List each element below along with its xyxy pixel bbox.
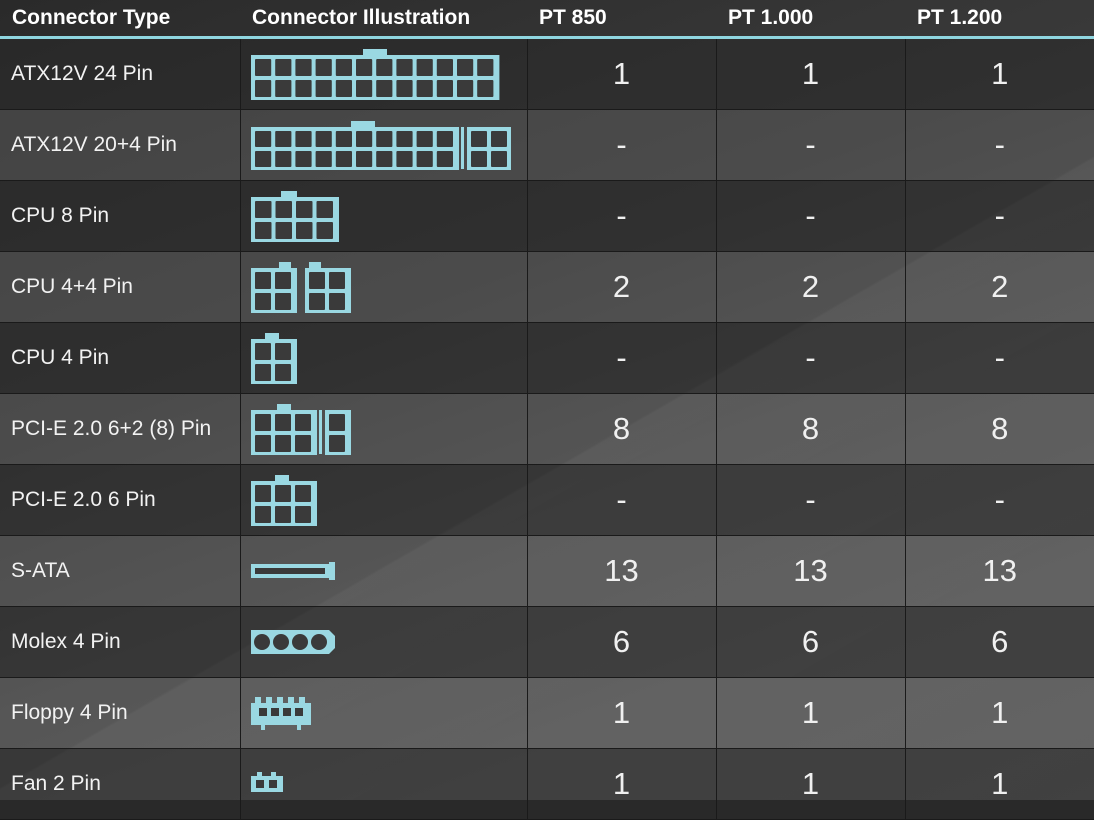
connector-illustration-cell <box>240 677 528 749</box>
cpu4-4-connector-icon <box>250 262 351 313</box>
table-row: CPU 8 Pin - - - <box>0 180 1094 252</box>
molex-connector-icon <box>250 630 335 654</box>
value-pt1000: 8 <box>716 393 906 465</box>
connector-illustration-cell <box>240 606 528 678</box>
header-pt850: PT 850 <box>527 0 716 39</box>
value-pt1200: - <box>905 180 1094 252</box>
value-pt1000: - <box>716 464 906 536</box>
connector-illustration-cell <box>240 464 528 536</box>
header-pt1200: PT 1.200 <box>905 0 1094 39</box>
value-pt1200: 6 <box>905 606 1094 678</box>
value-pt850: - <box>527 464 717 536</box>
table-row: CPU 4+4 Pin 2 2 2 <box>0 251 1094 323</box>
connector-illustration-cell <box>240 251 528 323</box>
connector-illustration-cell <box>240 180 528 252</box>
connector-type-cell: PCI-E 2.0 6 Pin <box>0 464 241 536</box>
floppy-connector-icon <box>250 697 311 730</box>
header-connector-type: Connector Type <box>0 0 240 39</box>
connector-illustration-cell <box>240 322 528 394</box>
value-pt1000: 1 <box>716 677 906 749</box>
pcie6-connector-icon <box>250 475 317 526</box>
connector-type-cell: ATX12V 24 Pin <box>0 37 241 110</box>
table-row: Fan 2 Pin 1 1 1 <box>0 748 1094 820</box>
connector-type-cell: ATX12V 20+4 Pin <box>0 109 241 181</box>
table-row: S-ATA 13 13 13 <box>0 535 1094 607</box>
value-pt850: 1 <box>527 37 717 110</box>
value-pt1200: - <box>905 464 1094 536</box>
value-pt1000: - <box>716 180 906 252</box>
header-pt1000: PT 1.000 <box>716 0 905 39</box>
value-pt850: 6 <box>527 606 717 678</box>
connector-type-cell: Floppy 4 Pin <box>0 677 241 749</box>
connector-type-cell: PCI-E 2.0 6+2 (8) Pin <box>0 393 241 465</box>
connector-type-cell: Molex 4 Pin <box>0 606 241 678</box>
connector-illustration-cell <box>240 37 528 110</box>
value-pt850: - <box>527 180 717 252</box>
value-pt850: 1 <box>527 748 717 820</box>
connector-type-cell: CPU 4 Pin <box>0 322 241 394</box>
atx24-connector-icon <box>250 49 499 100</box>
value-pt1200: 1 <box>905 677 1094 749</box>
fan-connector-icon <box>250 772 283 792</box>
value-pt850: - <box>527 322 717 394</box>
value-pt1200: 8 <box>905 393 1094 465</box>
value-pt1200: 2 <box>905 251 1094 323</box>
atx20-4-connector-icon <box>250 121 511 170</box>
value-pt1200: - <box>905 322 1094 394</box>
value-pt1200: 1 <box>905 37 1094 110</box>
value-pt850: 13 <box>527 535 717 607</box>
connector-illustration-cell <box>240 535 528 607</box>
value-pt1000: - <box>716 109 906 181</box>
value-pt850: - <box>527 109 717 181</box>
connector-illustration-cell <box>240 393 528 465</box>
value-pt850: 2 <box>527 251 717 323</box>
connector-type-cell: CPU 4+4 Pin <box>0 251 241 323</box>
pcie6-2-connector-icon <box>250 404 351 455</box>
value-pt1000: 2 <box>716 251 906 323</box>
table-row: ATX12V 20+4 Pin - - - <box>0 109 1094 181</box>
value-pt1200: - <box>905 109 1094 181</box>
table-row: Floppy 4 Pin 1 1 1 <box>0 677 1094 749</box>
value-pt1200: 1 <box>905 748 1094 820</box>
table-row: CPU 4 Pin - - - <box>0 322 1094 394</box>
value-pt1000: - <box>716 322 906 394</box>
sata-connector-icon <box>250 562 335 580</box>
value-pt1000: 1 <box>716 37 906 110</box>
connector-illustration-cell <box>240 748 528 820</box>
connector-type-cell: S-ATA <box>0 535 241 607</box>
value-pt1000: 6 <box>716 606 906 678</box>
connector-illustration-cell <box>240 109 528 181</box>
connector-type-cell: CPU 8 Pin <box>0 180 241 252</box>
table-row: Molex 4 Pin 6 6 6 <box>0 606 1094 678</box>
table-row: ATX12V 24 Pin 1 1 1 <box>0 37 1094 110</box>
value-pt850: 8 <box>527 393 717 465</box>
cpu4-connector-icon <box>250 333 297 384</box>
connector-type-cell: Fan 2 Pin <box>0 748 241 820</box>
cpu8-connector-icon <box>250 191 339 242</box>
table-row: PCI-E 2.0 6 Pin - - - <box>0 464 1094 536</box>
value-pt1000: 13 <box>716 535 906 607</box>
value-pt1000: 1 <box>716 748 906 820</box>
table-row: PCI-E 2.0 6+2 (8) Pin 8 8 8 <box>0 393 1094 465</box>
header-connector-illustration: Connector Illustration <box>240 0 527 39</box>
value-pt1200: 13 <box>905 535 1094 607</box>
value-pt850: 1 <box>527 677 717 749</box>
header-row: Connector Type Connector Illustration PT… <box>0 0 1094 39</box>
